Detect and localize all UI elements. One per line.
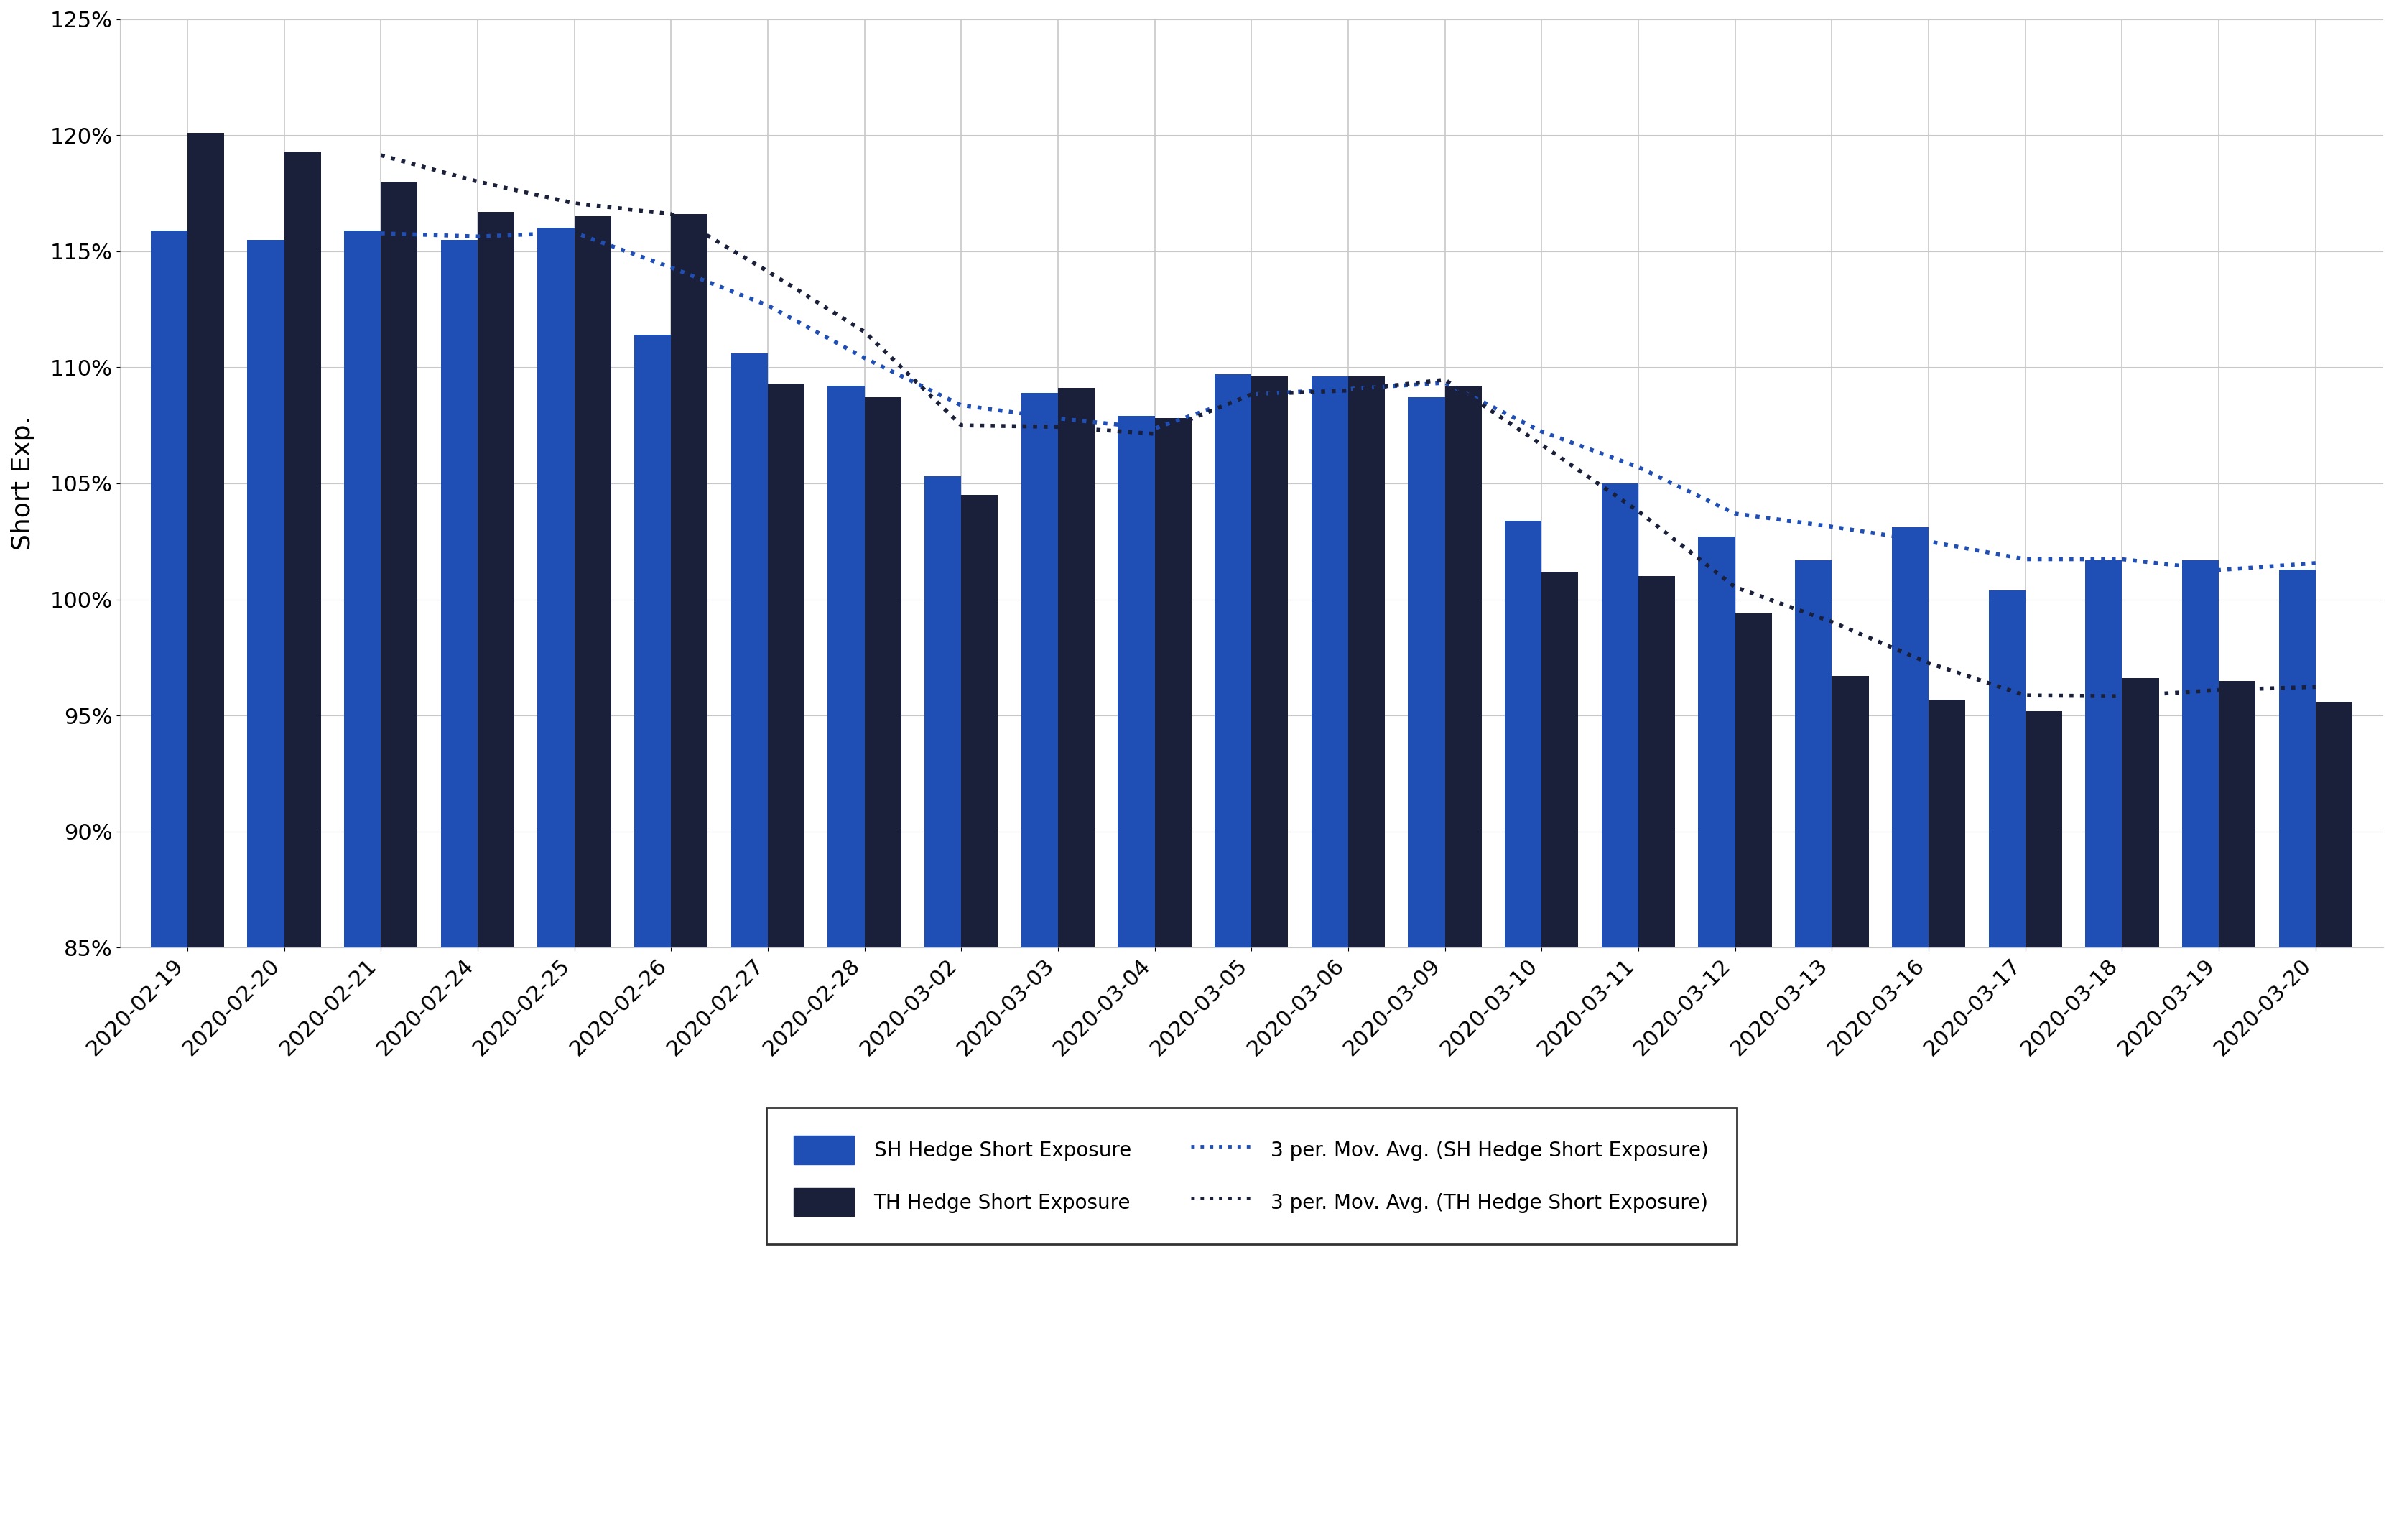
Bar — [768, 383, 804, 947]
3 per. Mov. Avg. (SH Hedge Short Exposure) — [850, 348, 879, 367]
Line: 3 per. Mov. Avg. (SH Hedge Short Exposure): 3 per. Mov. Avg. (SH Hedge Short Exposur… — [381, 233, 2315, 570]
Bar — [2279, 570, 2315, 947]
Bar — [1154, 419, 1192, 947]
Bar — [381, 182, 417, 947]
3 per. Mov. Avg. (SH Hedge Short Exposure) — [1238, 385, 1266, 403]
3 per. Mov. Avg. (SH Hedge Short Exposure) — [2301, 554, 2329, 573]
3 per. Mov. Avg. (SH Hedge Short Exposure) — [754, 296, 783, 314]
3 per. Mov. Avg. (TH Hedge Short Exposure) — [1238, 385, 1266, 403]
Bar — [1697, 537, 1736, 947]
Bar — [476, 211, 515, 947]
Bar — [1542, 571, 1578, 947]
3 per. Mov. Avg. (TH Hedge Short Exposure) — [462, 172, 491, 191]
Bar — [1930, 699, 1965, 947]
3 per. Mov. Avg. (TH Hedge Short Exposure) — [2205, 681, 2234, 699]
Bar — [440, 240, 476, 947]
3 per. Mov. Avg. (SH Hedge Short Exposure) — [2205, 561, 2234, 579]
Bar — [2219, 681, 2255, 947]
3 per. Mov. Avg. (SH Hedge Short Exposure) — [462, 228, 491, 246]
Bar — [1446, 387, 1482, 947]
3 per. Mov. Avg. (TH Hedge Short Exposure) — [560, 194, 589, 213]
3 per. Mov. Avg. (TH Hedge Short Exposure) — [366, 146, 395, 165]
Bar — [924, 476, 962, 947]
3 per. Mov. Avg. (TH Hedge Short Exposure) — [656, 205, 685, 223]
Bar — [1348, 377, 1384, 947]
Bar — [962, 494, 998, 947]
Bar — [634, 334, 670, 947]
3 per. Mov. Avg. (TH Hedge Short Exposure) — [948, 416, 977, 434]
Bar — [828, 387, 864, 947]
Bar — [575, 217, 610, 947]
Y-axis label: Short Exp.: Short Exp. — [12, 416, 36, 550]
Bar — [1312, 377, 1348, 947]
3 per. Mov. Avg. (SH Hedge Short Exposure) — [1140, 419, 1168, 437]
3 per. Mov. Avg. (TH Hedge Short Exposure) — [1915, 653, 1944, 671]
Line: 3 per. Mov. Avg. (TH Hedge Short Exposure): 3 per. Mov. Avg. (TH Hedge Short Exposur… — [381, 156, 2315, 696]
Bar — [539, 228, 575, 947]
Legend: SH Hedge Short Exposure, TH Hedge Short Exposure, 3 per. Mov. Avg. (SH Hedge Sho: SH Hedge Short Exposure, TH Hedge Short … — [766, 1107, 1736, 1244]
Bar — [151, 231, 187, 947]
3 per. Mov. Avg. (TH Hedge Short Exposure) — [1333, 382, 1362, 400]
Bar — [1214, 374, 1252, 947]
Bar — [2085, 561, 2121, 947]
3 per. Mov. Avg. (TH Hedge Short Exposure) — [1140, 425, 1168, 444]
3 per. Mov. Avg. (TH Hedge Short Exposure) — [850, 322, 879, 340]
3 per. Mov. Avg. (SH Hedge Short Exposure) — [1721, 504, 1750, 522]
3 per. Mov. Avg. (SH Hedge Short Exposure) — [366, 225, 395, 243]
3 per. Mov. Avg. (TH Hedge Short Exposure) — [1527, 436, 1556, 454]
3 per. Mov. Avg. (SH Hedge Short Exposure) — [1623, 457, 1652, 476]
Bar — [1022, 393, 1058, 947]
3 per. Mov. Avg. (SH Hedge Short Exposure) — [656, 259, 685, 277]
3 per. Mov. Avg. (TH Hedge Short Exposure) — [754, 262, 783, 280]
Bar — [2181, 561, 2219, 947]
3 per. Mov. Avg. (TH Hedge Short Exposure) — [1721, 578, 1750, 596]
Bar — [345, 231, 381, 947]
Bar — [670, 214, 709, 947]
3 per. Mov. Avg. (SH Hedge Short Exposure) — [2011, 550, 2040, 568]
Bar — [1118, 416, 1154, 947]
3 per. Mov. Avg. (SH Hedge Short Exposure) — [560, 223, 589, 242]
Bar — [1602, 484, 1637, 947]
Bar — [1408, 397, 1446, 947]
Bar — [730, 353, 768, 947]
Bar — [1252, 377, 1288, 947]
3 per. Mov. Avg. (TH Hedge Short Exposure) — [2107, 687, 2135, 705]
Bar — [1891, 528, 1930, 947]
Bar — [2025, 711, 2061, 947]
3 per. Mov. Avg. (SH Hedge Short Exposure) — [1044, 410, 1073, 428]
3 per. Mov. Avg. (SH Hedge Short Exposure) — [1527, 422, 1556, 440]
Bar — [1831, 676, 1870, 947]
Bar — [1637, 576, 1676, 947]
3 per. Mov. Avg. (SH Hedge Short Exposure) — [948, 396, 977, 414]
Bar — [864, 397, 900, 947]
Bar — [187, 132, 225, 947]
3 per. Mov. Avg. (TH Hedge Short Exposure) — [1044, 417, 1073, 436]
3 per. Mov. Avg. (TH Hedge Short Exposure) — [2011, 687, 2040, 705]
3 per. Mov. Avg. (TH Hedge Short Exposure) — [1817, 613, 1846, 631]
Bar — [1989, 590, 2025, 947]
Bar — [247, 240, 285, 947]
3 per. Mov. Avg. (TH Hedge Short Exposure) — [2301, 678, 2329, 696]
3 per. Mov. Avg. (SH Hedge Short Exposure) — [1333, 380, 1362, 399]
3 per. Mov. Avg. (TH Hedge Short Exposure) — [1623, 502, 1652, 521]
Bar — [1058, 388, 1094, 947]
Bar — [1736, 613, 1772, 947]
3 per. Mov. Avg. (SH Hedge Short Exposure) — [1432, 374, 1460, 393]
Bar — [2315, 702, 2353, 947]
3 per. Mov. Avg. (SH Hedge Short Exposure) — [2107, 550, 2135, 568]
3 per. Mov. Avg. (TH Hedge Short Exposure) — [1432, 371, 1460, 390]
3 per. Mov. Avg. (SH Hedge Short Exposure) — [1915, 533, 1944, 551]
Bar — [285, 151, 321, 947]
Bar — [1506, 521, 1542, 947]
3 per. Mov. Avg. (SH Hedge Short Exposure) — [1817, 517, 1846, 536]
Bar — [2121, 679, 2159, 947]
Bar — [1796, 561, 1831, 947]
